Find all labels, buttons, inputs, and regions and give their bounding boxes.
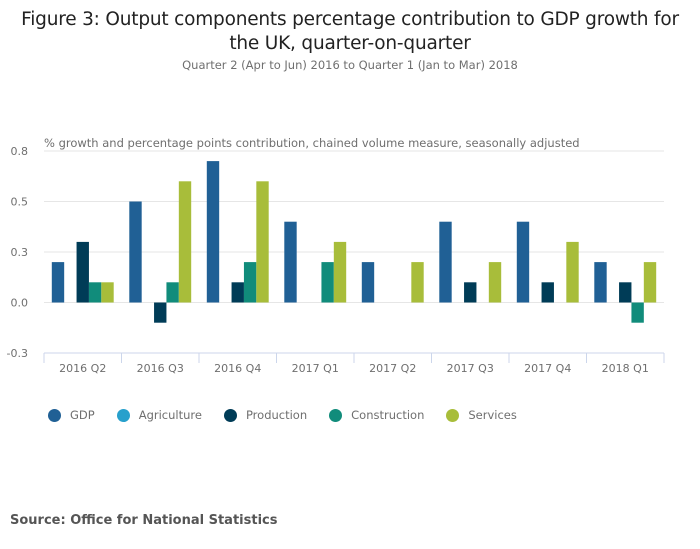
bar-gdp-2017-q1[interactable] (284, 221, 297, 303)
bar-production-2017-q4[interactable] (541, 282, 554, 303)
bar-production-2016-q4[interactable] (231, 282, 244, 303)
y-tick-label: -0.3 (7, 347, 28, 360)
chart-title: Figure 3: Output components percentage c… (0, 8, 700, 56)
bar-services-2017-q1[interactable] (333, 241, 347, 303)
x-axis: 2016 Q2 2016 Q3 2016 Q4 2017 Q1 2017 Q2 2017 … (43, 352, 665, 375)
bar-construction-2016-q4[interactable] (243, 262, 257, 303)
bar-services-2018-q1[interactable] (643, 262, 657, 303)
legend-item-agriculture[interactable]: Agriculture (116, 408, 202, 422)
bar-production-2018-q1[interactable] (619, 282, 632, 303)
bar-construction-2016-q2[interactable] (88, 282, 102, 303)
legend-label: Production (245, 408, 308, 422)
y-tick-label: 0.5 (11, 196, 29, 209)
legend-item-services[interactable]: Services (446, 408, 517, 422)
chart-title-line-2: the UK, quarter-on-quarter (229, 33, 471, 54)
legend-marker-icon (329, 408, 343, 422)
x-tick-label: 2017 Q4 (524, 362, 571, 375)
y-tick-label: 0.0 (11, 297, 29, 310)
x-tick-label: 2016 Q4 (214, 362, 261, 375)
x-tick-label: 2016 Q2 (59, 362, 106, 375)
legend: GDP Agriculture Production Construction Serv… (48, 408, 539, 422)
chart-subtitle: Quarter 2 (Apr to Jun) 2016 to Quarter 1… (182, 58, 518, 72)
legend-item-construction[interactable]: Construction (329, 408, 424, 422)
bar-services-2017-q4[interactable] (566, 241, 579, 303)
bar-construction-2017-q1[interactable] (321, 262, 334, 303)
chart-title-line-1: Figure 3: Output components percentage c… (21, 9, 679, 30)
legend-label: GDP (70, 408, 95, 422)
bar-gdp-2016-q3[interactable] (129, 201, 142, 303)
legend-item-gdp[interactable]: GDP (48, 408, 95, 422)
bar-gdp-2017-q2[interactable] (361, 262, 375, 303)
bar-construction-2016-q3[interactable] (166, 282, 179, 303)
bar-services-2017-q3[interactable] (488, 262, 502, 303)
legend-item-production[interactable]: Production (223, 408, 308, 422)
bar-services-2016-q3[interactable] (178, 181, 192, 303)
bar-gdp-2017-q4[interactable] (516, 221, 530, 303)
y-axis-ticks: -0.3 0.0 0.3 0.5 0.8 (7, 145, 28, 360)
bar-services-2017-q2[interactable] (411, 262, 424, 303)
y-tick-label: 0.3 (11, 246, 29, 259)
y-axis-label: % growth and percentage points contribut… (44, 136, 580, 150)
legend-label: Agriculture (138, 408, 202, 422)
legend-label: Services (468, 408, 517, 422)
x-tick-label: 2017 Q3 (447, 362, 494, 375)
legend-label: Construction (351, 408, 425, 422)
x-tick-label: 2018 Q1 (602, 362, 649, 375)
x-tick-label: 2016 Q3 (137, 362, 184, 375)
bar-production-2016-q3[interactable] (154, 302, 167, 323)
bar-gdp-2016-q2[interactable] (51, 262, 65, 303)
bar-production-2017-q3[interactable] (464, 282, 477, 303)
legend-marker-icon (223, 408, 237, 422)
bar-services-2016-q4[interactable] (256, 181, 269, 303)
bar-gdp-2018-q1[interactable] (594, 262, 607, 303)
y-tick-label: 0.8 (11, 145, 29, 158)
x-tick-label: 2017 Q2 (369, 362, 416, 375)
legend-marker-icon (48, 408, 61, 422)
x-tick-label: 2017 Q1 (292, 362, 339, 375)
gridlines (44, 150, 664, 303)
bar-construction-2018-q1[interactable] (631, 302, 644, 323)
bar-services-2016-q2[interactable] (101, 282, 114, 303)
legend-marker-icon (446, 408, 460, 422)
bars (51, 161, 657, 323)
source-note: Source: Office for National Statistics (10, 513, 278, 528)
legend-marker-icon (116, 408, 130, 422)
bar-production-2016-q2[interactable] (76, 241, 89, 303)
bar-gdp-2017-q3[interactable] (439, 221, 452, 303)
bar-gdp-2016-q4[interactable] (206, 161, 220, 303)
